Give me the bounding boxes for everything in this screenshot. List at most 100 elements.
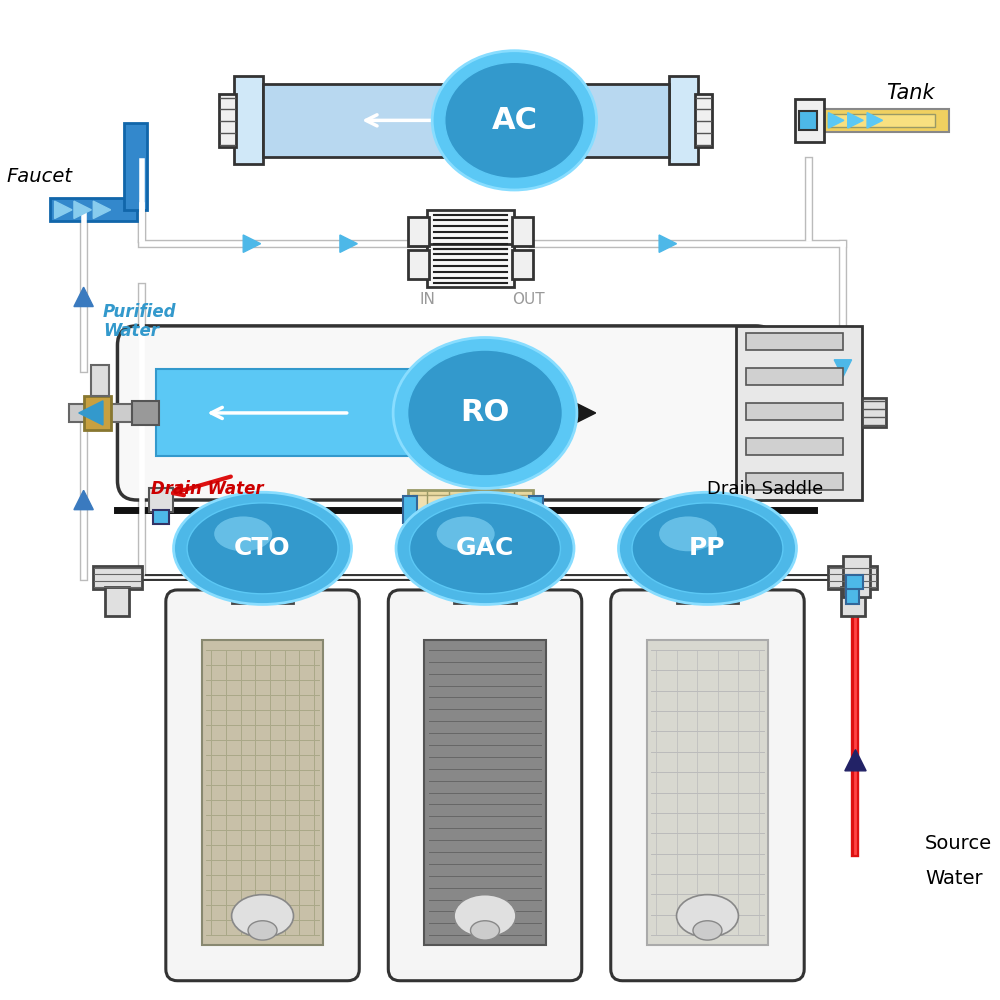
Text: Drain Saddle: Drain Saddle bbox=[707, 480, 824, 498]
Bar bbox=[105, 587, 129, 616]
Bar bbox=[234, 76, 263, 164]
Ellipse shape bbox=[396, 492, 574, 604]
Bar bbox=[669, 76, 698, 164]
Bar bbox=[132, 401, 159, 425]
Polygon shape bbox=[74, 287, 93, 307]
Bar bbox=[84, 396, 111, 430]
Ellipse shape bbox=[393, 338, 577, 488]
Bar bbox=[677, 560, 738, 603]
Bar bbox=[219, 94, 236, 147]
Ellipse shape bbox=[410, 503, 560, 594]
Bar bbox=[93, 566, 142, 589]
Polygon shape bbox=[828, 113, 844, 128]
Polygon shape bbox=[74, 201, 91, 219]
Bar bbox=[529, 496, 543, 523]
Bar bbox=[746, 368, 843, 385]
Ellipse shape bbox=[693, 921, 722, 940]
Bar bbox=[736, 326, 862, 500]
Bar bbox=[263, 84, 669, 157]
Polygon shape bbox=[509, 369, 596, 456]
Text: RO: RO bbox=[460, 398, 510, 427]
Polygon shape bbox=[867, 113, 883, 128]
Polygon shape bbox=[93, 201, 111, 219]
Bar bbox=[846, 587, 859, 604]
Text: CTO: CTO bbox=[234, 536, 291, 560]
Ellipse shape bbox=[248, 921, 277, 940]
Text: PP: PP bbox=[689, 536, 726, 560]
Polygon shape bbox=[79, 401, 103, 425]
Text: Source: Source bbox=[925, 834, 992, 853]
Ellipse shape bbox=[214, 516, 272, 551]
Text: IN: IN bbox=[419, 292, 435, 307]
Bar bbox=[156, 369, 518, 456]
Bar bbox=[862, 398, 886, 427]
Text: AC: AC bbox=[491, 106, 537, 135]
Bar bbox=[69, 404, 142, 422]
Bar bbox=[846, 575, 863, 589]
Polygon shape bbox=[243, 235, 261, 252]
Text: Drain Water: Drain Water bbox=[151, 480, 264, 498]
Bar bbox=[795, 99, 824, 142]
Bar bbox=[408, 490, 533, 529]
Bar bbox=[424, 640, 546, 945]
Bar bbox=[843, 556, 870, 597]
Ellipse shape bbox=[471, 921, 500, 940]
Bar bbox=[512, 250, 533, 279]
FancyBboxPatch shape bbox=[388, 590, 582, 981]
Bar bbox=[403, 496, 417, 523]
Polygon shape bbox=[834, 360, 852, 377]
Bar bbox=[799, 111, 817, 130]
Polygon shape bbox=[74, 490, 93, 510]
Ellipse shape bbox=[187, 503, 338, 594]
Bar bbox=[841, 587, 865, 616]
Ellipse shape bbox=[659, 516, 717, 551]
Bar bbox=[149, 488, 173, 512]
Bar bbox=[824, 109, 949, 132]
Bar bbox=[412, 495, 529, 524]
Polygon shape bbox=[55, 201, 72, 219]
Polygon shape bbox=[717, 501, 735, 518]
Text: Water: Water bbox=[925, 869, 983, 888]
Bar bbox=[746, 403, 843, 420]
Bar bbox=[746, 333, 843, 350]
Bar bbox=[647, 640, 768, 945]
FancyBboxPatch shape bbox=[117, 326, 775, 500]
Ellipse shape bbox=[232, 895, 293, 937]
Bar bbox=[427, 210, 514, 253]
Text: OUT: OUT bbox=[512, 292, 545, 307]
Ellipse shape bbox=[618, 492, 796, 604]
Polygon shape bbox=[282, 501, 299, 518]
Bar bbox=[746, 473, 843, 490]
Bar bbox=[512, 217, 533, 246]
Text: Purified: Purified bbox=[103, 303, 176, 321]
Bar bbox=[828, 114, 935, 127]
Bar bbox=[124, 123, 147, 210]
Text: GAC: GAC bbox=[456, 536, 514, 560]
Bar bbox=[50, 198, 137, 221]
FancyBboxPatch shape bbox=[611, 590, 804, 981]
Bar bbox=[427, 244, 514, 287]
Polygon shape bbox=[845, 750, 866, 771]
Text: Tank: Tank bbox=[886, 83, 935, 103]
Bar bbox=[746, 438, 843, 455]
Bar bbox=[91, 365, 109, 396]
Text: Water: Water bbox=[103, 322, 159, 340]
Bar bbox=[454, 560, 516, 603]
Ellipse shape bbox=[174, 492, 352, 604]
Ellipse shape bbox=[437, 516, 495, 551]
Polygon shape bbox=[659, 235, 677, 252]
Ellipse shape bbox=[408, 350, 562, 476]
Text: Faucet: Faucet bbox=[6, 167, 72, 186]
Bar bbox=[695, 94, 712, 147]
Bar bbox=[408, 217, 429, 246]
Ellipse shape bbox=[454, 895, 516, 937]
Bar bbox=[828, 566, 877, 589]
Polygon shape bbox=[340, 235, 357, 252]
FancyBboxPatch shape bbox=[166, 590, 359, 981]
Polygon shape bbox=[848, 113, 863, 128]
Ellipse shape bbox=[432, 51, 597, 190]
Bar bbox=[408, 250, 429, 279]
Bar bbox=[202, 640, 323, 945]
Ellipse shape bbox=[677, 895, 738, 937]
Bar bbox=[232, 560, 293, 603]
